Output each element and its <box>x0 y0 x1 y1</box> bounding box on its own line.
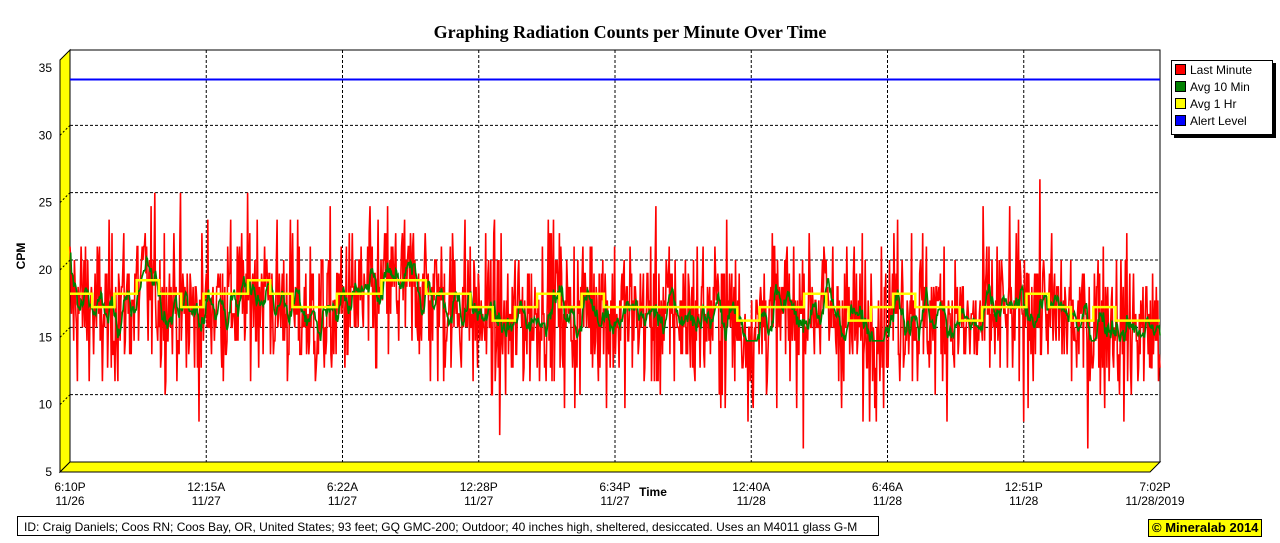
x-tick-time: 7:02P <box>1139 480 1170 494</box>
x-tick-date: 11/28/2019 <box>1125 494 1184 508</box>
legend-label: Avg 1 Hr <box>1190 96 1237 111</box>
x-tick-time: 12:40A <box>732 480 770 494</box>
y-tick-label: 15 <box>39 330 53 344</box>
legend-item: Avg 10 Min <box>1172 78 1272 95</box>
x-tick-date: 11/27 <box>600 494 629 508</box>
legend-swatch <box>1175 115 1186 126</box>
legend-swatch <box>1175 64 1186 75</box>
series-avg-10-min <box>69 252 1161 342</box>
y-tick-label: 5 <box>45 465 52 479</box>
x-tick-date: 11/27 <box>328 494 357 508</box>
legend-item: Alert Level <box>1172 112 1272 129</box>
legend-item: Last Minute <box>1172 61 1272 78</box>
x-tick-date: 11/28 <box>737 494 766 508</box>
series-avg-1-hr <box>70 278 1160 322</box>
x-tick-time: 12:15A <box>187 480 225 494</box>
x-tick-time: 6:34P <box>599 480 630 494</box>
legend-label: Alert Level <box>1190 113 1247 128</box>
legend-swatch <box>1175 81 1186 92</box>
station-id-text: ID: Craig Daniels; Coos RN; Coos Bay, OR… <box>17 516 879 536</box>
y-tick-label: 25 <box>39 196 53 210</box>
legend-label: Avg 10 Min <box>1190 79 1250 94</box>
legend-label: Last Minute <box>1190 62 1253 77</box>
floor <box>58 461 1162 473</box>
x-tick-date: 11/27 <box>464 494 493 508</box>
x-tick-date: 11/27 <box>192 494 221 508</box>
legend: Last Minute Avg 10 Min Avg 1 Hr Alert Level <box>1171 60 1273 135</box>
x-tick-time: 6:46A <box>872 480 903 494</box>
x-tick-time: 6:22A <box>327 480 358 494</box>
y-tick-label: 30 <box>39 128 53 142</box>
y-tick-label: 35 <box>39 61 53 75</box>
chart-title: Graphing Radiation Counts per Minute Ove… <box>434 22 827 42</box>
series-last-minute <box>69 179 1161 449</box>
x-axis-label: Time <box>639 485 667 499</box>
y-tick-label: 20 <box>39 263 53 277</box>
x-tick-time: 12:51P <box>1005 480 1043 494</box>
x-tick-date: 11/28 <box>1009 494 1038 508</box>
x-tick-date: 11/28 <box>873 494 902 508</box>
x-tick-time: 12:28P <box>460 480 498 494</box>
y-tick-label: 10 <box>39 398 53 412</box>
x-tick-date: 11/26 <box>55 494 84 508</box>
copyright-badge: © Mineralab 2014 <box>1148 519 1263 537</box>
x-tick-time: 6:10P <box>54 480 85 494</box>
y-axis-label: CPM <box>14 243 28 270</box>
legend-item: Avg 1 Hr <box>1172 95 1272 112</box>
legend-swatch <box>1175 98 1186 109</box>
